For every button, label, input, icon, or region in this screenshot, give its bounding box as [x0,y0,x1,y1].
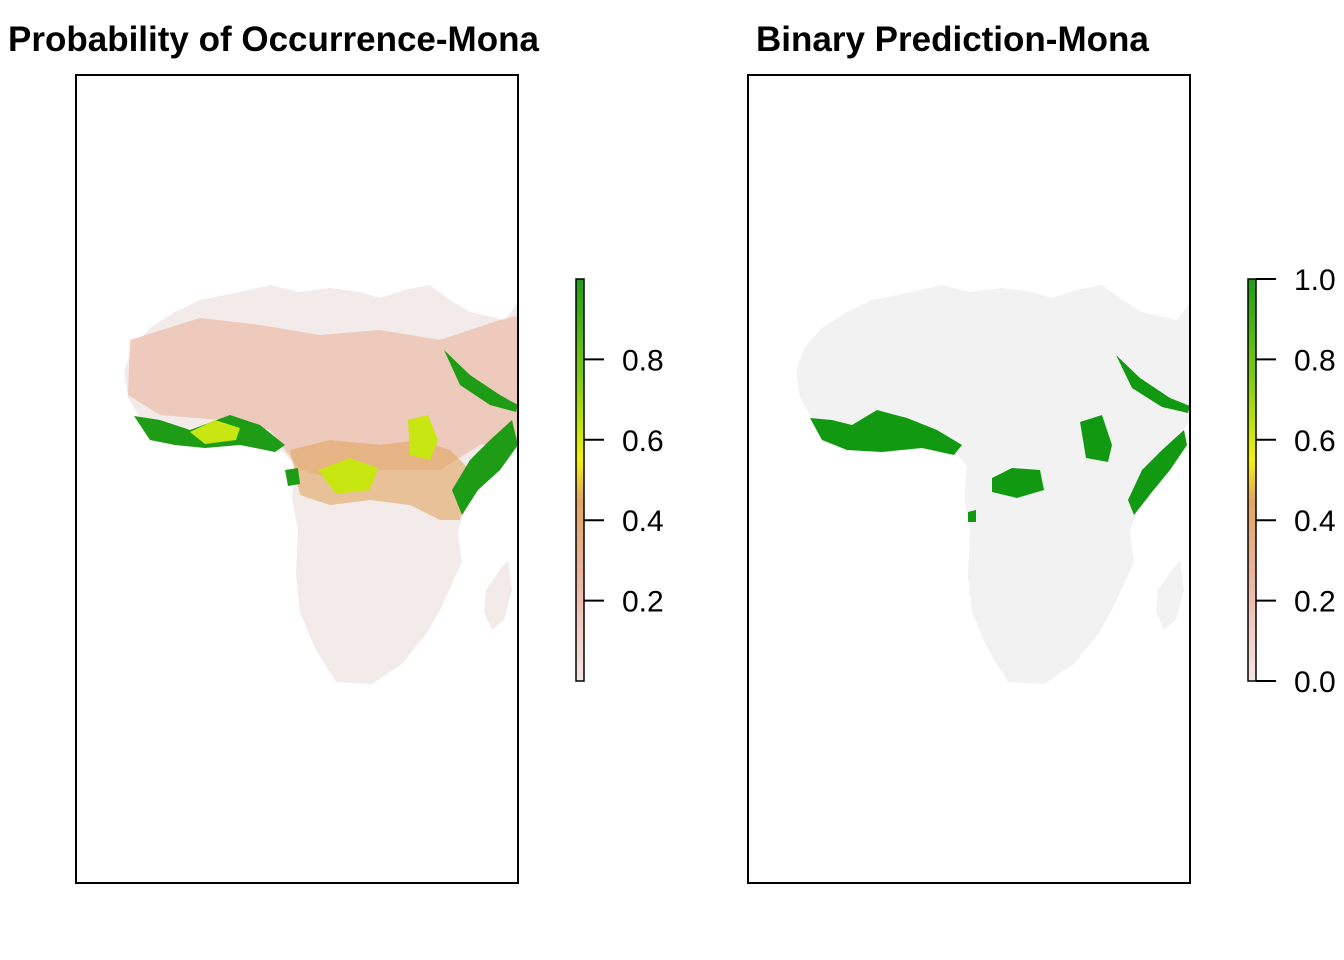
central-mid-band [290,440,470,520]
binary-legend: 0.0 0.2 0.4 0.6 0.8 1.0 [1247,264,1336,699]
colorbar-tick-label: 0.2 [1294,586,1336,619]
west-africa-yellow-patch [190,420,240,444]
central-africa-patch [318,458,378,494]
madagascar-landmass [484,560,512,630]
red-sea-coast-high [444,350,518,412]
probability-colorbar [575,278,585,682]
colorbar-tick-label: 0.4 [622,505,664,538]
binary-map [796,245,1190,684]
probability-map [124,245,518,684]
africa-landmass-binary [796,245,1190,684]
red-sea-presence [1116,355,1190,413]
colorbar-tick-label: 0.6 [1294,425,1336,458]
colorbar-tick-label: 1.0 [1294,264,1336,297]
colorbar-tick-label: 0.8 [1294,344,1336,377]
ethiopia-presence [1080,415,1112,462]
colorbar-tick-label: 0.6 [622,425,664,458]
panel-title-binary: Binary Prediction-Mona [756,20,1149,59]
probability-legend: 0.2 0.4 0.6 0.8 [575,278,664,682]
coastal-patch-green [285,468,300,486]
madagascar-landmass-binary [1156,560,1184,630]
binary-map-frame [747,74,1191,884]
binary-colorbar [1247,278,1257,682]
east-coast-presence [1128,430,1187,515]
ethiopia-patch [408,415,438,460]
colorbar-tick-label: 0.8 [622,344,664,377]
west-africa-presence [810,410,962,455]
small-presence-patch [968,510,976,522]
east-africa-high-coast [452,420,518,515]
central-africa-presence [992,468,1044,498]
panel-title-probability: Probability of Occurrence-Mona [8,20,539,59]
colorbar-tick-label: 0.2 [622,586,664,619]
colorbar-tick-label: 0.0 [1294,666,1336,699]
colorbar-tick-label: 0.4 [1294,505,1336,538]
probability-map-frame [75,74,519,884]
